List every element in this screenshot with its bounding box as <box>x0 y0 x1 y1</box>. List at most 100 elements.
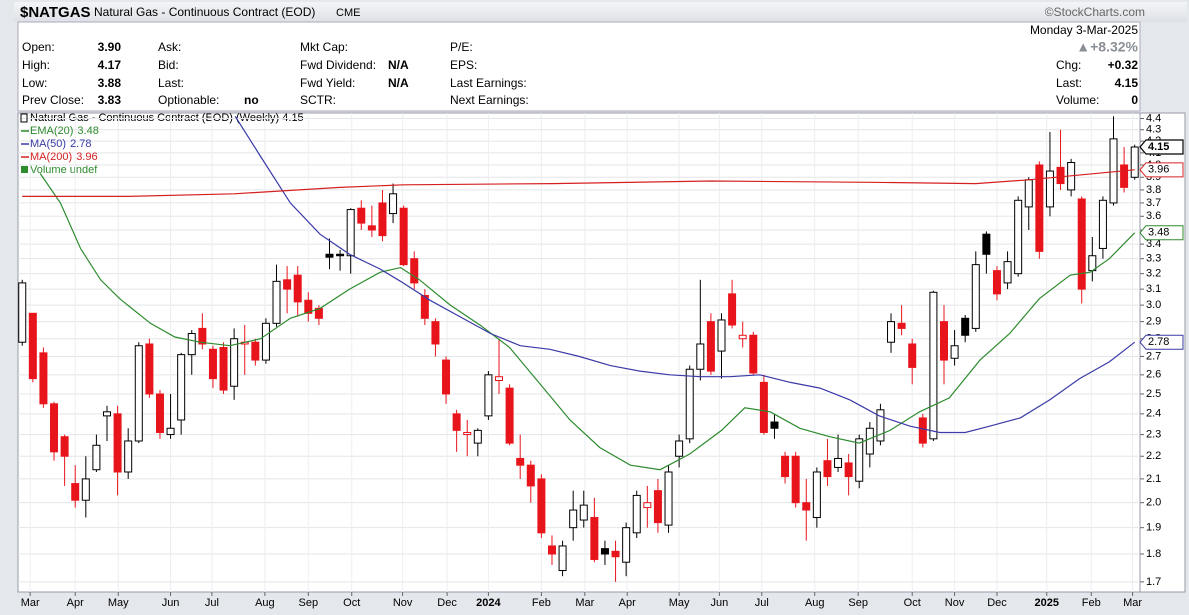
y-tick-label: 2.0 <box>1146 497 1161 509</box>
candle <box>526 460 535 503</box>
candle-body <box>219 347 228 391</box>
candle-body <box>71 483 80 501</box>
instrument-name: Natural Gas - Continuous Contract (EOD) <box>94 5 315 19</box>
candle <box>367 205 376 238</box>
candle-body <box>950 345 959 359</box>
candle <box>781 451 790 484</box>
candle <box>177 352 186 435</box>
candle <box>145 338 154 398</box>
y-tick-label: 2.7 <box>1146 350 1161 362</box>
legend-name: MA(200) <box>30 151 72 163</box>
candle-body <box>844 462 853 478</box>
field-label: Bid: <box>158 58 179 72</box>
candle <box>971 251 980 332</box>
price-badge-label: 2.78 <box>1148 336 1169 348</box>
candle-body <box>802 502 811 511</box>
plot <box>18 115 1139 582</box>
candle-body <box>505 387 514 444</box>
candle-body <box>1014 199 1023 275</box>
candle-body <box>431 321 440 345</box>
candle <box>876 403 885 446</box>
candle <box>611 540 620 582</box>
candle-body <box>812 471 821 519</box>
candle-body <box>717 319 726 352</box>
candle <box>272 264 281 327</box>
legend-entry: MA(50) 2.78 <box>30 138 91 150</box>
y-tick-label: 2.4 <box>1146 408 1161 420</box>
x-tick-label: Dec <box>437 597 457 609</box>
candle <box>1056 129 1065 190</box>
candle <box>505 384 514 446</box>
candle <box>251 338 260 366</box>
candle-body <box>336 253 345 257</box>
candle <box>569 490 578 541</box>
candle-body <box>590 517 599 560</box>
candle <box>939 305 948 385</box>
candle-body <box>770 421 779 429</box>
candle-body <box>420 294 429 319</box>
y-tick-label: 1.7 <box>1146 576 1161 588</box>
x-tick-label: Mar <box>1123 597 1142 609</box>
candle-body <box>346 209 355 257</box>
chart-title: Natural Gas - Continuous Contract (EOD) … <box>30 112 304 124</box>
candle <box>834 434 843 472</box>
field-label: Last: <box>1056 76 1082 90</box>
overlay-line <box>234 115 1136 434</box>
x-tick-label: Dec <box>987 597 1007 609</box>
candle-body <box>579 504 588 521</box>
field-label: Optionable: <box>158 93 219 107</box>
candle <box>791 451 800 508</box>
candle-body <box>1109 138 1118 204</box>
candle <box>812 467 821 528</box>
y-tick-label: 3.0 <box>1146 299 1161 311</box>
y-tick-label: 2.5 <box>1146 388 1161 400</box>
candle <box>558 540 567 577</box>
header-bar <box>14 2 1187 22</box>
field-value: 3.90 <box>98 40 122 54</box>
candle <box>92 434 101 472</box>
candle-body <box>367 225 376 231</box>
candle <box>155 390 164 439</box>
candle <box>102 405 111 441</box>
plot-area <box>17 112 1141 593</box>
candle-body <box>145 343 154 395</box>
candle <box>622 522 631 577</box>
field-value: 0 <box>1131 93 1138 107</box>
candle <box>675 434 684 468</box>
price-badge <box>1139 139 1184 155</box>
candle <box>728 279 737 329</box>
y-tick-label: 2.1 <box>1146 473 1161 485</box>
candle-body <box>611 550 620 558</box>
candle-body <box>50 403 59 453</box>
legend-icon <box>20 113 28 123</box>
candle <box>219 342 228 394</box>
candle-body <box>1130 146 1139 178</box>
field-value: 4.15 <box>1115 76 1139 90</box>
field-value: 3.88 <box>98 76 122 90</box>
candle-body <box>18 282 27 343</box>
candle-body <box>897 322 906 329</box>
legend-name: MA(50) <box>30 138 66 150</box>
field-label: High: <box>22 58 50 72</box>
price-badge-label: 3.48 <box>1148 227 1169 239</box>
candle <box>410 251 419 290</box>
candle <box>357 200 366 231</box>
candle <box>336 249 345 271</box>
candle-body <box>325 253 334 258</box>
legend-entry: MA(200) 3.96 <box>30 151 98 163</box>
candle-body <box>166 427 175 436</box>
candle-body <box>155 393 164 433</box>
candle <box>1045 131 1054 217</box>
candle-body <box>1045 170 1054 208</box>
field-label: P/E: <box>450 40 473 54</box>
field-label: Low: <box>22 76 47 90</box>
candle <box>516 434 525 479</box>
field-value: N/A <box>388 58 409 72</box>
candle-body <box>537 478 546 534</box>
legend-name: EMA(20) <box>30 125 73 137</box>
x-tick-label: Jun <box>711 597 729 609</box>
x-tick-label: Jul <box>205 597 219 609</box>
candle <box>124 428 133 479</box>
candle <box>1014 196 1023 277</box>
candle <box>908 338 917 385</box>
